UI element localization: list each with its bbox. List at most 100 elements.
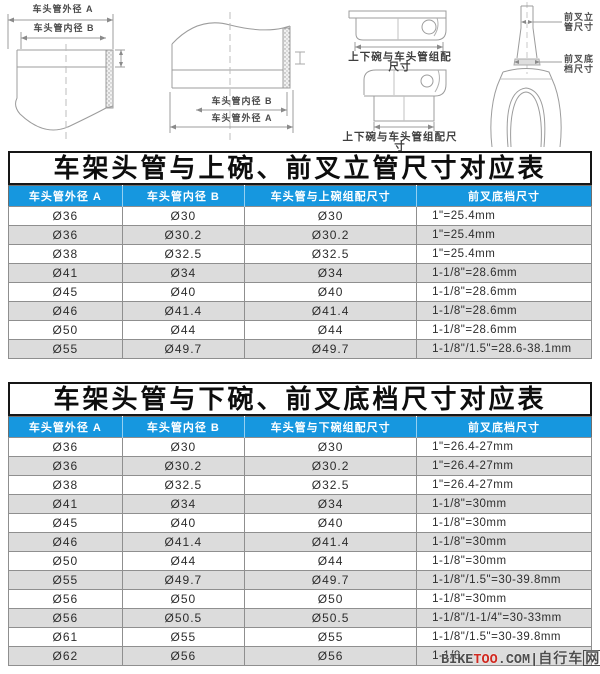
table-cell: Ø30 <box>121 437 246 457</box>
table-row: Ø50 Ø44 Ø44 1-1/8"=30mm <box>8 551 592 571</box>
table-cell: Ø30 <box>244 437 418 457</box>
watermark-suffix: .COM| <box>497 653 539 668</box>
table-cell: 1-1/8 <box>416 646 592 666</box>
table-cell: Ø55 <box>244 627 418 647</box>
table-cell: Ø49.7 <box>244 570 418 590</box>
table-cell: Ø32.5 <box>121 244 246 264</box>
label-lower-cup-dim: 上下碗与车头管组配尺寸 <box>342 131 458 153</box>
table-row: Ø46 Ø41.4 Ø41.4 1-1/8"=28.6mm <box>8 301 592 321</box>
table-cell: Ø40 <box>121 513 246 533</box>
table-cell: Ø56 <box>8 589 123 609</box>
table-cell: 1-1/8"=30mm <box>416 513 592 533</box>
table-row: Ø56 Ø50 Ø50 1-1/8"=30mm <box>8 589 592 609</box>
table-cell: 1-1/8"=28.6mm <box>416 282 592 302</box>
table1: 车头管外径 A 车头管内径 B 车头管与上碗组配尺寸 前叉底档尺寸 Ø36 Ø30 Ø30… <box>8 185 592 359</box>
table-row: Ø50 Ø44 Ø44 1-1/8"=28.6mm <box>8 320 592 340</box>
table-cell: Ø49.7 <box>121 570 246 590</box>
table-cell: 1-1/8"=28.6mm <box>416 263 592 283</box>
table-row: Ø41 Ø34 Ø34 1-1/8"=30mm <box>8 494 592 514</box>
table-row: Ø38 Ø32.5 Ø32.5 1"=26.4-27mm <box>8 475 592 495</box>
table-cell: 1-1/8"=28.6mm <box>416 301 592 321</box>
table-cell: Ø50 <box>8 320 123 340</box>
table-cell: Ø46 <box>8 301 123 321</box>
table-cell: Ø44 <box>121 551 246 571</box>
table-cell: Ø55 <box>121 627 246 647</box>
table-cell: 1"=25.4mm <box>416 206 592 226</box>
table-cell: Ø41.4 <box>244 532 418 552</box>
table-cell: 1"=25.4mm <box>416 244 592 264</box>
table-cell: Ø44 <box>121 320 246 340</box>
table-row: Ø41 Ø34 Ø34 1-1/8"=28.6mm <box>8 263 592 283</box>
table-cell: Ø45 <box>8 513 123 533</box>
column-header: 车头管内径 B <box>122 185 246 207</box>
table-cell: Ø32.5 <box>244 244 418 264</box>
table-cell: Ø32.5 <box>244 475 418 495</box>
table-cell: Ø36 <box>8 206 123 226</box>
label-tube2-outer-a: 车头管外径 A <box>211 113 273 123</box>
table-cell: Ø56 <box>8 608 123 628</box>
table-cell: Ø30.2 <box>244 456 418 476</box>
label-fork-crown-dim: 前叉底 档尺寸 <box>564 54 595 74</box>
table-cell: Ø55 <box>8 339 123 359</box>
watermark-cn: 自行车 <box>538 650 584 666</box>
table-cell: Ø56 <box>244 646 418 666</box>
table-cell: 1-1/8"/1-1/4"=30-33mm <box>416 608 592 628</box>
site-watermark: BIKETOO.COM|自行车网 <box>441 649 600 669</box>
watermark-cn-boxed: 网 <box>583 650 600 666</box>
table-cell: Ø41.4 <box>121 301 246 321</box>
table-cell: 1-1/8"=30mm <box>416 589 592 609</box>
table-row: Ø45 Ø40 Ø40 1-1/8"=28.6mm <box>8 282 592 302</box>
table-row: Ø61 Ø55 Ø55 1-1/8"/1.5"=30-39.8mm <box>8 627 592 647</box>
column-header: 车头管与下碗组配尺寸 <box>244 416 418 438</box>
table-cell: Ø61 <box>8 627 123 647</box>
table-cell: Ø36 <box>8 456 123 476</box>
table-cell: 1-1/8"=30mm <box>416 551 592 571</box>
label-fork-steerer-dim: 前叉立 管尺寸 <box>564 12 595 32</box>
table-row: Ø45 Ø40 Ø40 1-1/8"=30mm <box>8 513 592 533</box>
table-cell: 1"=26.4-27mm <box>416 456 592 476</box>
table-cell: 1-1/8"/1.5"=30-39.8mm <box>416 627 592 647</box>
table-cell: Ø36 <box>8 437 123 457</box>
lower-cup-table-section: 车架头管与下碗、前叉底档尺寸对应表 车头管外径 A 车头管内径 B 车头管与下碗组配… <box>8 382 592 666</box>
table-row: Ø55 Ø49.7 Ø49.7 1-1/8"/1.5"=30-39.8mm <box>8 570 592 590</box>
table-cell: Ø50 <box>121 589 246 609</box>
table-cell: Ø46 <box>8 532 123 552</box>
table1-header-row: 车头管外径 A 车头管内径 B 车头管与上碗组配尺寸 前叉底档尺寸 <box>8 185 592 207</box>
table-row: Ø56 Ø50.5 Ø50.5 1-1/8"/1-1/4"=30-33mm <box>8 608 592 628</box>
upper-cup-table-section: 车架头管与上碗、前叉立管尺寸对应表 车头管外径 A 车头管内径 B 车头管与上碗组配… <box>8 151 592 359</box>
table-cell: Ø56 <box>121 646 246 666</box>
column-header: 车头管外径 A <box>8 185 123 207</box>
table-cell: Ø40 <box>244 513 418 533</box>
table-cell: Ø38 <box>8 475 123 495</box>
table-cell: Ø44 <box>244 551 418 571</box>
table2-header-row: 车头管外径 A 车头管内径 B 车头管与下碗组配尺寸 前叉底档尺寸 <box>8 416 592 438</box>
watermark-prefix: BIKE <box>441 653 474 668</box>
table-cell: Ø55 <box>8 570 123 590</box>
table-cell: Ø50.5 <box>121 608 246 628</box>
table-cell: Ø41.4 <box>244 301 418 321</box>
table-cell: Ø30.2 <box>244 225 418 245</box>
table-row: Ø36 Ø30 Ø30 1"=25.4mm <box>8 206 592 226</box>
table-row: Ø38 Ø32.5 Ø32.5 1"=25.4mm <box>8 244 592 264</box>
label-tube2-inner-b: 车头管内径 B <box>211 96 273 106</box>
table-cell: Ø34 <box>121 263 246 283</box>
column-header: 车头管与上碗组配尺寸 <box>244 185 418 207</box>
table-cell: Ø38 <box>8 244 123 264</box>
table-cell: Ø44 <box>244 320 418 340</box>
headset-diagrams: 车头管外径 A 车头管内径 B 车头管内径 B 车头管外径 A 上下碗与车头管组… <box>0 0 600 153</box>
table-cell: 1"=26.4-27mm <box>416 475 592 495</box>
column-header: 前叉底档尺寸 <box>416 185 592 207</box>
table-cell: Ø50 <box>244 589 418 609</box>
table-cell: Ø50 <box>8 551 123 571</box>
table-cell: 1-1/8"/1.5"=28.6-38.1mm <box>416 339 592 359</box>
watermark-red-part: TOO <box>473 653 498 668</box>
table-cell: Ø49.7 <box>121 339 246 359</box>
table-cell: Ø30 <box>121 206 246 226</box>
table-row: Ø36 Ø30.2 Ø30.2 1"=25.4mm <box>8 225 592 245</box>
table-cell: 1-1/8"=30mm <box>416 494 592 514</box>
table-cell: Ø36 <box>8 225 123 245</box>
table-cell: Ø50.5 <box>244 608 418 628</box>
table-cell: 1"=26.4-27mm <box>416 437 592 457</box>
label-tube1-outer-a: 车头管外径 A <box>32 4 94 14</box>
